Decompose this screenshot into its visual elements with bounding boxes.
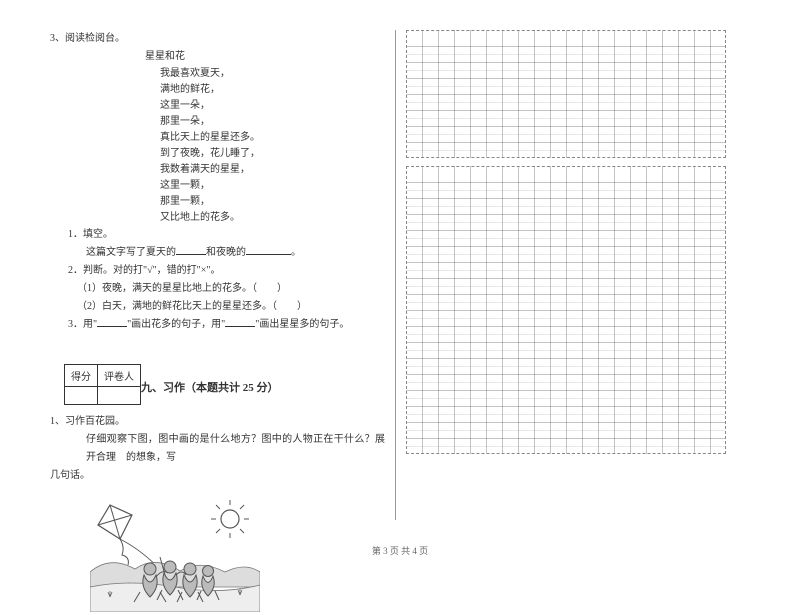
section-9-title: 九、习作（本题共计 25 分） xyxy=(130,334,385,395)
score-table: 得分 评卷人 xyxy=(64,364,141,405)
sub-question-2-2: （2）白天，满地的鲜花比天上的星星还多。（ ） xyxy=(77,298,385,316)
right-column xyxy=(396,30,741,520)
poem-line: 真比天上的星星还多。 xyxy=(160,130,385,146)
left-column: 3、阅读检阅台。 星星和花 我最喜欢夏天， 满地的鲜花， 这里一朵， 那里一朵，… xyxy=(50,30,395,520)
question-3-header: 3、阅读检阅台。 xyxy=(50,30,385,48)
text-part: "画出花多的句子，用" xyxy=(127,319,225,330)
poem-line: 这里一朵， xyxy=(160,98,385,114)
score-cell[interactable] xyxy=(65,387,98,405)
poem-line: 那里一颗， xyxy=(160,194,385,210)
score-header-1: 得分 xyxy=(65,365,98,387)
sub-question-3: 3．用" "画出花多的句子，用" "画出星星多的句子。 xyxy=(68,316,385,334)
score-header-2: 评卷人 xyxy=(98,365,141,387)
poem-line: 满地的鲜花， xyxy=(160,82,385,98)
poem-body: 我最喜欢夏天， 满地的鲜花， 这里一朵， 那里一朵， 真比天上的星星还多。 到了… xyxy=(160,66,385,226)
judge-text: （2）白天，满地的鲜花比天上的星星还多。（ ） xyxy=(77,301,307,312)
grader-cell[interactable] xyxy=(98,387,141,405)
text-part: 。 xyxy=(291,247,301,258)
text-part: 和夜晚的 xyxy=(206,247,246,258)
page-content: 3、阅读检阅台。 星星和花 我最喜欢夏天， 满地的鲜花， 这里一朵， 那里一朵，… xyxy=(50,30,750,520)
fill-blank[interactable] xyxy=(176,254,206,255)
sub-question-2-1: （1）夜晚，满天的星星比地上的花多。（ ） xyxy=(77,280,385,298)
sub-question-1: 1．填空。 xyxy=(68,226,385,244)
poem-line: 那里一朵， xyxy=(160,114,385,130)
poem-line: 这里一颗， xyxy=(160,178,385,194)
writing-grid-small[interactable] xyxy=(406,30,726,158)
page-footer: 第 3 页 共 4 页 xyxy=(0,544,800,557)
text-part: "画出星星多的句子。 xyxy=(255,319,349,330)
fill-blank[interactable] xyxy=(225,326,255,327)
fill-blank[interactable] xyxy=(97,326,127,327)
poem-title: 星星和花 xyxy=(145,48,385,66)
judge-text: （1）夜晚，满天的星星比地上的花多。（ ） xyxy=(77,283,287,294)
text-part: 3．用" xyxy=(68,319,97,330)
sub-question-2: 2．判断。对的打"√"，错的打"×"。 xyxy=(68,262,385,280)
text-part: 这篇文字写了夏天的 xyxy=(86,247,176,258)
writing-question-num: 1、习作百花园。 xyxy=(50,413,385,431)
writing-grid-large[interactable] xyxy=(406,166,726,454)
poem-line: 又比地上的花多。 xyxy=(160,210,385,226)
writing-prompt-2: 几句话。 xyxy=(50,467,385,485)
poem-line: 我最喜欢夏天， xyxy=(160,66,385,82)
sub-question-1-text: 这篇文字写了夏天的 和夜晚的 。 xyxy=(86,244,385,262)
fill-blank[interactable] xyxy=(246,254,291,255)
poem-line: 我数着满天的星星， xyxy=(160,162,385,178)
poem-line: 到了夜晚，花儿睡了， xyxy=(160,146,385,162)
writing-prompt: 仔细观察下图，图中画的是什么地方？图中的人物正在干什么？展开合理 的想象，写 xyxy=(86,431,385,467)
